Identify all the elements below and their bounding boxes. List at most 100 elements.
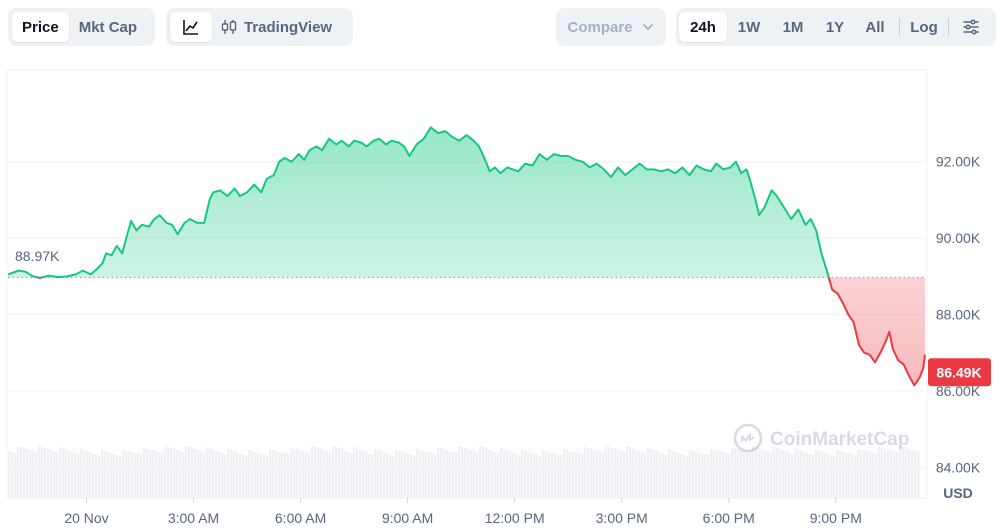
volume-bar: [557, 455, 560, 498]
compare-dropdown[interactable]: Compare: [556, 8, 666, 46]
y-tick-label: 90.00K: [936, 230, 981, 246]
y-axis: 84.00K 86.00K 88.00K 90.00K 92.00K: [936, 154, 981, 476]
volume-bar: [104, 451, 107, 498]
volume-bar: [488, 450, 491, 498]
volume-bar: [236, 452, 239, 498]
volume-bar: [863, 450, 866, 498]
volume-bar: [674, 452, 677, 498]
volume-bar: [503, 449, 506, 498]
volume-bar: [197, 450, 200, 498]
volume-bar: [749, 452, 752, 498]
volume-bar: [251, 451, 254, 498]
volume-bar: [563, 449, 566, 498]
volume-bar: [218, 452, 221, 498]
volume-bar: [434, 454, 437, 498]
volume-bar: [617, 450, 620, 498]
volume-bar: [293, 449, 296, 498]
volume-bar: [413, 456, 416, 498]
volume-bar: [332, 446, 335, 498]
volume-bar: [446, 450, 449, 498]
range-24h[interactable]: 24h: [679, 12, 727, 42]
volume-bar: [356, 449, 359, 498]
range-all[interactable]: All: [865, 18, 885, 36]
watermark-text: CoinMarketCap: [770, 429, 909, 450]
volume-bar: [665, 455, 668, 498]
volume-bar: [137, 454, 140, 498]
log-scale-button[interactable]: Log: [910, 18, 938, 36]
volume-bar: [287, 454, 290, 498]
volume-bar: [470, 450, 473, 498]
volume-bar: [683, 455, 686, 498]
volume-bar: [395, 450, 398, 498]
volume-bar: [527, 452, 530, 498]
volume-bar: [671, 451, 674, 498]
volume-bar: [569, 451, 572, 498]
volume-bar: [209, 448, 212, 498]
chevron-down-icon: [642, 24, 653, 30]
volume-bar: [560, 455, 563, 498]
volume-bar: [893, 451, 896, 498]
volume-bar: [659, 453, 662, 498]
volume-bar: [485, 448, 488, 498]
volume-bar: [878, 447, 881, 498]
volume-bar: [410, 455, 413, 498]
volume-bar: [866, 451, 869, 498]
volume-bar: [302, 451, 305, 498]
volume-bar: [143, 448, 146, 498]
volume-bar: [275, 451, 278, 498]
volume-bar: [422, 451, 425, 498]
volume-bar: [86, 451, 89, 498]
volume-bar: [476, 452, 479, 498]
volume-bar: [122, 450, 125, 498]
volume-bar: [170, 448, 173, 498]
volume-bar: [704, 454, 707, 498]
volume-bar: [734, 448, 737, 498]
volume-bar: [8, 451, 11, 498]
volume-bar: [173, 449, 176, 498]
volume-bar: [179, 451, 182, 498]
volume-bar: [326, 451, 329, 498]
volume-bar: [35, 452, 38, 498]
volume-bar: [266, 456, 269, 498]
volume-bar: [140, 454, 143, 498]
x-tick-label: 9:00 AM: [382, 510, 433, 526]
volume-bar: [722, 452, 725, 498]
volume-bar: [860, 450, 863, 498]
range-1m[interactable]: 1M: [782, 18, 804, 36]
line-chart-button[interactable]: [170, 12, 212, 42]
tab-mkt-cap[interactable]: Mkt Cap: [78, 18, 138, 36]
volume-bar: [605, 446, 608, 498]
volume-bar: [17, 447, 20, 498]
volume-bar: [872, 453, 875, 498]
volume-bar: [698, 453, 701, 498]
volume-bar: [764, 450, 767, 498]
volume-bar: [407, 454, 410, 498]
volume-bar: [431, 453, 434, 498]
volume-bar: [398, 451, 401, 498]
volume-bar: [47, 449, 50, 498]
volume-bar: [53, 452, 56, 498]
range-1w[interactable]: 1W: [737, 18, 761, 36]
volume-bar: [803, 452, 806, 498]
tab-price[interactable]: Price: [12, 12, 69, 42]
volume-bar: [770, 452, 773, 498]
volume-bar: [800, 450, 803, 498]
volume-bar: [845, 453, 848, 498]
volume-bar: [335, 447, 338, 498]
tradingview-button[interactable]: TradingView: [212, 12, 340, 42]
x-tick-label: 6:00 AM: [275, 510, 326, 526]
volume-bar: [23, 448, 26, 498]
volume-bar: [329, 452, 332, 498]
volume-bar: [29, 450, 32, 498]
volume-bar: [887, 449, 890, 498]
line-chart-icon: [183, 20, 198, 35]
volume-bar: [92, 454, 95, 498]
volume-bar: [110, 453, 113, 498]
volume-bar: [101, 450, 104, 498]
range-1y[interactable]: 1Y: [825, 18, 845, 36]
x-tick-label: 12:00 PM: [485, 510, 545, 526]
chart-settings-button[interactable]: [953, 12, 989, 42]
volume-bar: [905, 448, 908, 498]
volume-bar: [161, 453, 164, 498]
